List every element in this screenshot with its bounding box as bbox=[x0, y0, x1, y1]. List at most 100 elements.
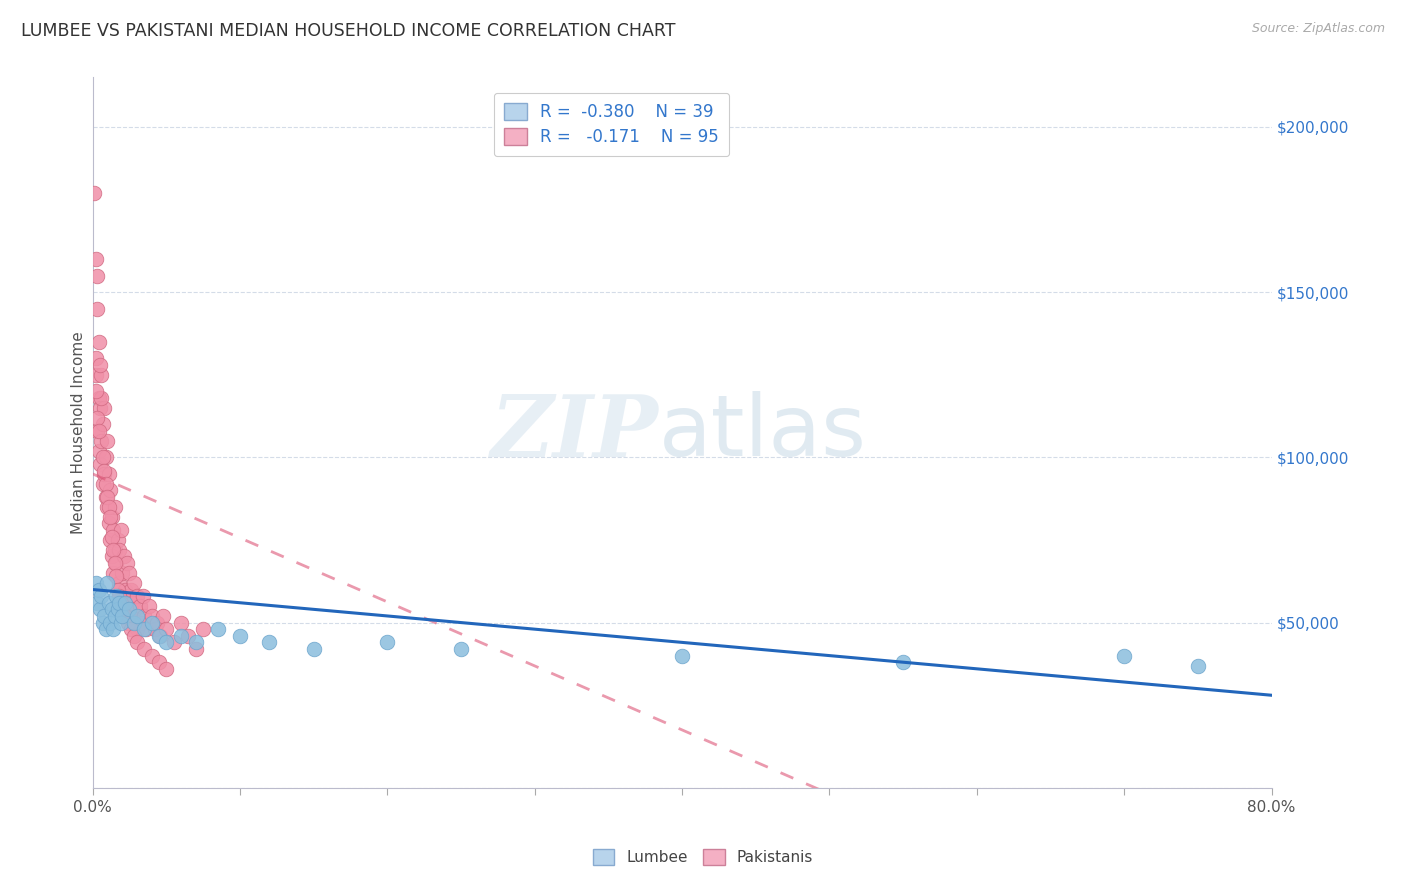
Point bbox=[1187, 658, 1209, 673]
Point bbox=[87, 582, 110, 597]
Point bbox=[104, 609, 127, 624]
Point bbox=[143, 622, 166, 636]
Point bbox=[138, 599, 160, 613]
Point bbox=[122, 629, 145, 643]
Point bbox=[141, 615, 163, 630]
Point bbox=[84, 575, 107, 590]
Point bbox=[105, 569, 128, 583]
Point bbox=[86, 424, 108, 438]
Point bbox=[98, 615, 121, 630]
Point bbox=[110, 615, 132, 630]
Point bbox=[377, 635, 399, 649]
Point bbox=[149, 629, 172, 643]
Point bbox=[96, 575, 118, 590]
Point bbox=[129, 615, 152, 630]
Point bbox=[141, 648, 163, 663]
Point bbox=[120, 622, 142, 636]
Point bbox=[128, 599, 150, 613]
Point bbox=[87, 443, 110, 458]
Point bbox=[117, 615, 139, 630]
Legend: Lumbee, Pakistanis: Lumbee, Pakistanis bbox=[586, 843, 820, 871]
Point bbox=[97, 596, 120, 610]
Point bbox=[103, 566, 125, 580]
Point bbox=[112, 549, 135, 564]
Point bbox=[89, 401, 111, 415]
Point bbox=[114, 609, 136, 624]
Point bbox=[98, 509, 121, 524]
Point bbox=[94, 450, 117, 465]
Point bbox=[118, 609, 141, 624]
Point bbox=[84, 252, 107, 267]
Point bbox=[86, 410, 108, 425]
Point bbox=[83, 186, 105, 200]
Point bbox=[87, 334, 110, 349]
Point bbox=[107, 602, 129, 616]
Point bbox=[1114, 648, 1136, 663]
Point bbox=[89, 602, 111, 616]
Point bbox=[108, 596, 131, 610]
Point bbox=[96, 490, 118, 504]
Text: LUMBEE VS PAKISTANI MEDIAN HOUSEHOLD INCOME CORRELATION CHART: LUMBEE VS PAKISTANI MEDIAN HOUSEHOLD INC… bbox=[21, 22, 676, 40]
Point bbox=[93, 467, 115, 481]
Point bbox=[110, 523, 132, 537]
Point bbox=[86, 268, 108, 283]
Point bbox=[134, 622, 156, 636]
Text: Source: ZipAtlas.com: Source: ZipAtlas.com bbox=[1251, 22, 1385, 36]
Point bbox=[89, 358, 111, 372]
Point bbox=[87, 391, 110, 405]
Y-axis label: Median Household Income: Median Household Income bbox=[72, 331, 86, 534]
Point bbox=[134, 609, 156, 624]
Point bbox=[94, 476, 117, 491]
Point bbox=[90, 391, 112, 405]
Point bbox=[97, 467, 120, 481]
Point bbox=[148, 655, 170, 669]
Point bbox=[94, 622, 117, 636]
Point bbox=[103, 622, 125, 636]
Point bbox=[122, 575, 145, 590]
Point bbox=[84, 368, 107, 382]
Point bbox=[135, 622, 157, 636]
Point bbox=[111, 599, 134, 613]
Point bbox=[671, 648, 693, 663]
Point bbox=[87, 424, 110, 438]
Point bbox=[229, 629, 252, 643]
Point bbox=[111, 609, 134, 624]
Point bbox=[98, 533, 121, 547]
Point bbox=[104, 500, 127, 514]
Point bbox=[84, 351, 107, 366]
Point bbox=[101, 602, 124, 616]
Point bbox=[184, 635, 207, 649]
Point bbox=[121, 596, 143, 610]
Point bbox=[93, 401, 115, 415]
Point bbox=[114, 582, 136, 597]
Point bbox=[152, 609, 174, 624]
Point bbox=[98, 483, 121, 498]
Point bbox=[141, 609, 163, 624]
Point bbox=[155, 635, 177, 649]
Point bbox=[134, 642, 156, 657]
Point bbox=[170, 615, 193, 630]
Point bbox=[97, 516, 120, 531]
Point bbox=[96, 500, 118, 514]
Point bbox=[120, 582, 142, 597]
Point bbox=[103, 523, 125, 537]
Point bbox=[103, 542, 125, 557]
Point bbox=[891, 655, 914, 669]
Point bbox=[110, 596, 132, 610]
Text: ZIP: ZIP bbox=[491, 391, 658, 475]
Point bbox=[91, 417, 114, 432]
Point bbox=[124, 602, 146, 616]
Point bbox=[146, 615, 169, 630]
Point bbox=[97, 500, 120, 514]
Point bbox=[90, 434, 112, 448]
Point bbox=[91, 476, 114, 491]
Point bbox=[132, 589, 155, 603]
Point bbox=[90, 368, 112, 382]
Point bbox=[259, 635, 281, 649]
Point bbox=[86, 596, 108, 610]
Point bbox=[101, 509, 124, 524]
Point bbox=[122, 615, 145, 630]
Point bbox=[108, 589, 131, 603]
Point bbox=[207, 622, 229, 636]
Point bbox=[89, 457, 111, 471]
